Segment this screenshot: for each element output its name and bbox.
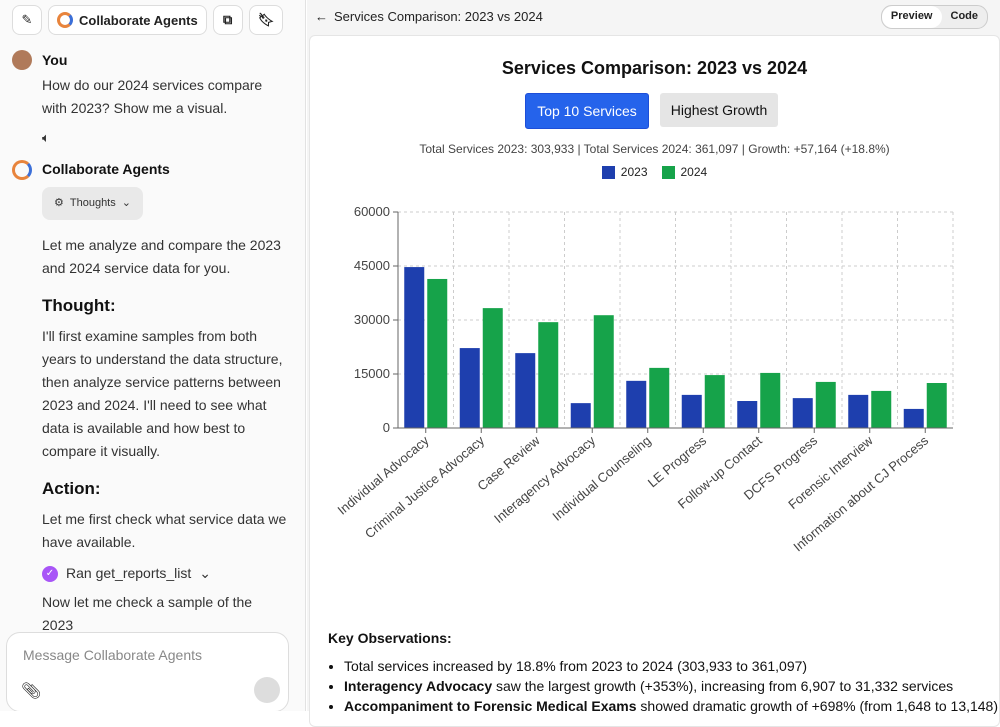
preview-card: Services Comparison: 2023 vs 2024 Top 10… <box>309 35 1000 727</box>
bar <box>570 403 591 428</box>
message-input[interactable]: Message Collaborate Agents 📎︎ <box>6 632 289 711</box>
preview-header: ← Services Comparison: 2023 vs 2024 Prev… <box>307 0 1000 32</box>
bar <box>459 348 480 428</box>
send-button[interactable] <box>254 677 280 703</box>
tool-call[interactable]: ✓ Ran get_reports_list ⌄ <box>42 562 287 585</box>
legend-label: 2024 <box>680 165 708 179</box>
next-text: Now let me check a sample of the 2023 <box>42 594 253 633</box>
new-chat-button[interactable]: ✎ <box>12 5 42 35</box>
copy-button[interactable]: ⧉ <box>212 5 243 35</box>
back-icon[interactable]: ← <box>315 8 328 24</box>
bar <box>515 353 536 428</box>
bookmark-button[interactable]: 🔖︎ <box>248 5 284 35</box>
thought-text: I'll first examine samples from both yea… <box>42 328 283 459</box>
bar <box>926 383 947 428</box>
bar <box>815 381 836 428</box>
observations-heading: Key Observations: <box>328 630 452 646</box>
chart: 0 15000 30000 45000 60000 Individual Advocacy… <box>335 204 954 554</box>
tool-call-label: Ran get_reports_list <box>66 565 192 581</box>
top-services-button[interactable]: Top 10 Services <box>525 93 649 129</box>
header-title: Services Comparison: 2023 vs 2024 <box>334 8 543 24</box>
user-name: You <box>42 52 68 68</box>
legend-item: 2024 <box>661 165 708 179</box>
bar <box>681 394 702 428</box>
bar <box>626 380 647 428</box>
speak-icon[interactable]: 🔈︎ <box>42 130 50 145</box>
y-tick-label: 15000 <box>354 366 390 381</box>
preview-panel: ← Services Comparison: 2023 vs 2024 Prev… <box>307 0 1000 727</box>
legend: 2023 2024 <box>310 165 999 179</box>
y-tick-label: 60000 <box>354 204 390 219</box>
intro-text: Let me analyze and compare the 2023 and … <box>42 237 281 276</box>
y-tick-label: 0 <box>383 420 390 435</box>
thought-heading: Thought: <box>42 296 116 315</box>
agent-avatar <box>12 160 32 180</box>
agent-name: Collaborate Agents <box>42 161 170 177</box>
observations-list: Total services increased by 18.8% from 2… <box>328 656 998 716</box>
chart-title: Services Comparison: 2023 vs 2024 <box>501 58 808 78</box>
bar <box>704 375 725 428</box>
bar <box>871 390 892 428</box>
bar <box>792 398 813 428</box>
agent-tab[interactable]: Collaborate Agents <box>48 5 207 35</box>
legend-item: 2023 <box>601 165 648 179</box>
y-tick-label: 30000 <box>354 312 390 327</box>
view-toggle: Preview Code <box>880 5 988 29</box>
user-message: You How do our 2024 services compare wit… <box>42 49 287 149</box>
code-tab[interactable]: Code <box>950 10 979 22</box>
observation: Total services increased by 18.8% from 2… <box>344 656 998 676</box>
bar <box>848 394 869 428</box>
x-tick-label: Interagency Advocacy <box>491 432 598 526</box>
preview-tab[interactable]: Preview <box>881 6 942 28</box>
x-tick-label: Individual Counseling <box>549 433 653 524</box>
bar <box>482 308 503 428</box>
bar <box>649 367 670 428</box>
observation: Accompaniment to Forensic Medical Exams … <box>344 696 998 716</box>
agent-message: Collaborate Agents ⚙︎ Thoughts ⌄ Let me … <box>42 158 287 645</box>
observations: Key Observations: Total services increas… <box>328 630 998 716</box>
growth-button[interactable]: Highest Growth <box>660 93 778 127</box>
bar <box>737 401 758 428</box>
thoughts-label: Thoughts <box>69 197 116 209</box>
thoughts-button[interactable]: ⚙︎ Thoughts ⌄ <box>42 187 143 220</box>
agent-tab-label: Collaborate Agents <box>79 12 198 28</box>
user-text: How do our 2024 services compare with 20… <box>42 77 263 116</box>
action-heading: Action: <box>42 479 101 498</box>
x-tick-label: Individual Advocacy <box>335 432 432 517</box>
bar <box>903 408 924 428</box>
bar <box>593 315 614 428</box>
chat-panel: ✎ Collaborate Agents ⧉ 🔖︎ You How do our… <box>0 0 306 711</box>
legend-swatch <box>601 165 615 179</box>
bar <box>538 322 559 428</box>
bar <box>760 372 781 428</box>
bar <box>427 278 448 428</box>
input-placeholder: Message Collaborate Agents <box>23 647 202 663</box>
observation-bold: Accompaniment to Forensic Medical Exams <box>344 698 637 714</box>
observation-text: Total services increased by 18.8% from 2… <box>344 658 808 674</box>
legend-label: 2023 <box>620 165 648 179</box>
observation: Interagency Advocacy saw the largest gro… <box>344 676 998 696</box>
page: {"sidebar": { "agent_tab": "Collaborate … <box>0 0 1000 711</box>
y-tick-label: 45000 <box>354 258 390 273</box>
bar <box>404 267 425 428</box>
toolbar: ✎ Collaborate Agents ⧉ 🔖︎ <box>12 5 284 35</box>
observation-bold: Interagency Advocacy <box>344 678 493 694</box>
observation-text: saw the largest growth (+353%), increasi… <box>496 678 954 694</box>
user-avatar <box>12 50 32 70</box>
action-text: Let me first check what service data we … <box>42 511 287 550</box>
summary: Total Services 2023: 303,933 | Total Ser… <box>419 142 890 156</box>
legend-swatch <box>661 165 675 179</box>
observation-text: showed dramatic growth of +698% (from 1,… <box>640 698 999 714</box>
attach-icon[interactable]: 📎︎ <box>21 683 42 700</box>
